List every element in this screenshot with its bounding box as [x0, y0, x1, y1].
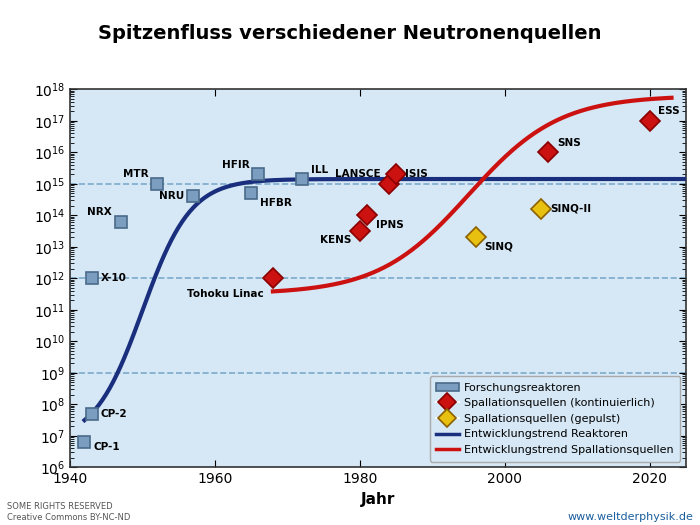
Text: SINQ: SINQ [484, 242, 513, 252]
Text: CP-2: CP-2 [100, 408, 127, 419]
Text: SINQ-II: SINQ-II [550, 204, 591, 214]
X-axis label: Jahr: Jahr [360, 492, 395, 507]
Text: NRX: NRX [88, 207, 112, 217]
Text: LANSCE: LANSCE [335, 169, 380, 180]
Text: HFBR: HFBR [260, 197, 292, 208]
Text: Spitzenfluss verschiedener Neutronenquellen: Spitzenfluss verschiedener Neutronenquel… [98, 24, 602, 43]
Text: www.weltderphysik.de: www.weltderphysik.de [567, 512, 693, 522]
Text: CP-1: CP-1 [93, 442, 120, 452]
Text: SOME RIGHTS RESERVED
Creative Commons BY-NC-ND: SOME RIGHTS RESERVED Creative Commons BY… [7, 502, 130, 522]
Text: IPNS: IPNS [376, 219, 404, 230]
Text: X-10: X-10 [100, 273, 126, 284]
Text: NRU: NRU [160, 191, 185, 202]
Text: Tohoku Linac: Tohoku Linac [188, 289, 264, 299]
Text: HFIR: HFIR [222, 160, 250, 170]
Text: ILL: ILL [311, 164, 328, 175]
Legend: Forschungsreaktoren, Spallationsquellen (kontinuierlich), Spallationsquellen (ge: Forschungsreaktoren, Spallationsquellen … [430, 376, 680, 461]
Text: KENS: KENS [320, 235, 351, 246]
Text: MTR: MTR [122, 169, 148, 180]
Text: ISIS: ISIS [405, 169, 428, 180]
Text: SNS: SNS [557, 138, 581, 148]
Text: ESS: ESS [659, 106, 680, 117]
